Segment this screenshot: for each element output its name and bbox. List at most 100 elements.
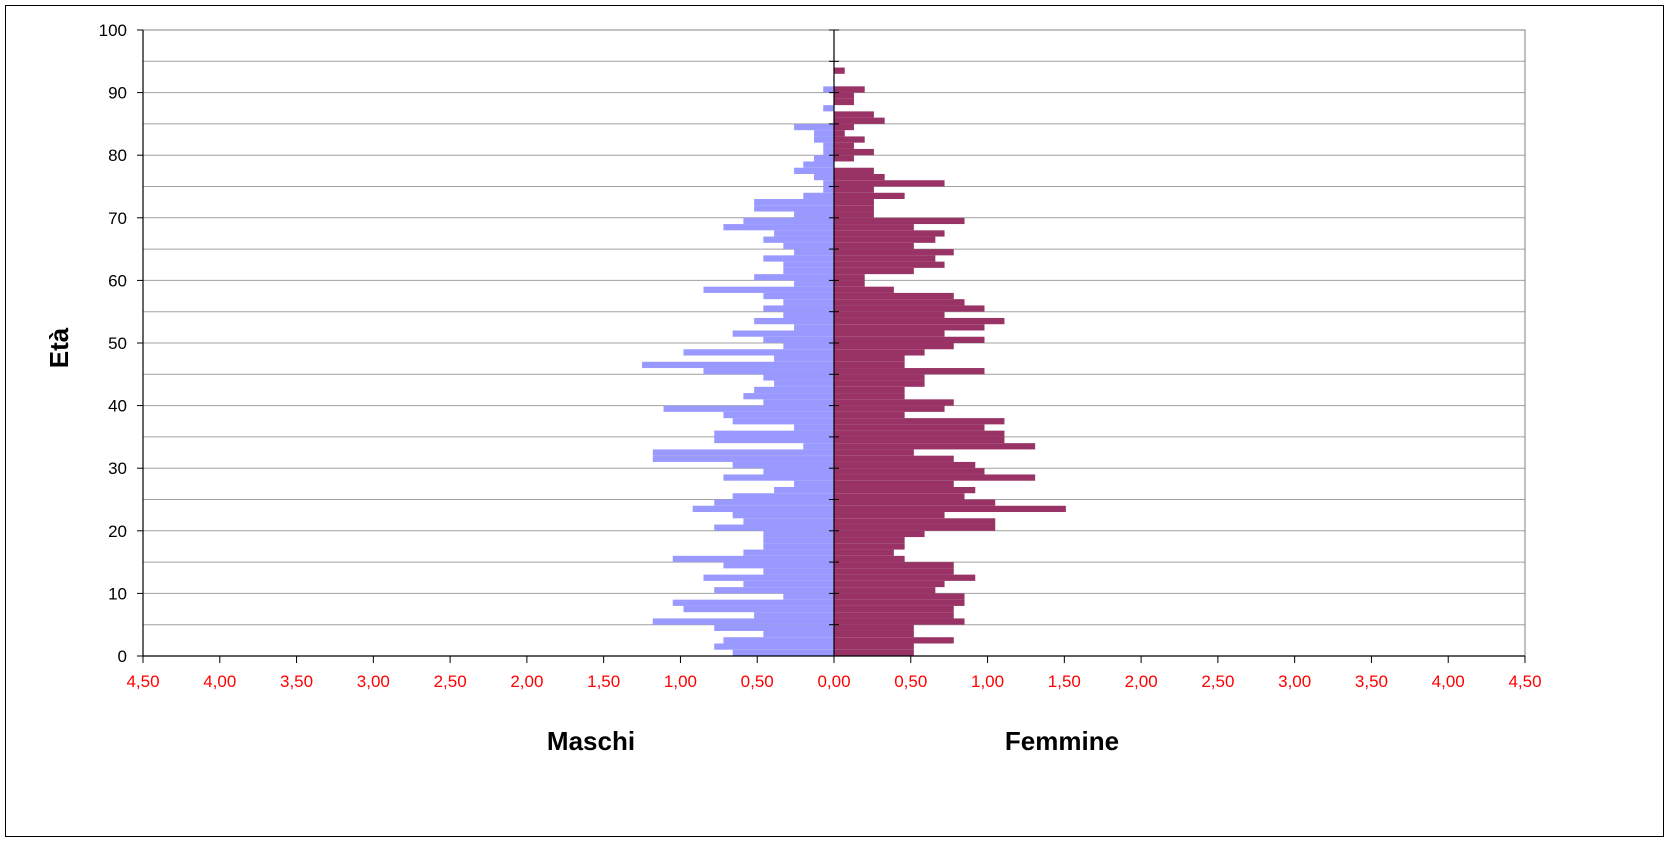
bar-femmine (834, 593, 965, 600)
bar-femmine (834, 537, 905, 544)
x-tick-label: 2,50 (1201, 672, 1234, 691)
bar-maschi (803, 443, 834, 450)
bar-femmine (834, 499, 996, 506)
bar-femmine (834, 411, 905, 419)
bar-femmine (834, 562, 954, 569)
bar-maschi (723, 562, 834, 569)
y-tick-label: 40 (108, 397, 127, 416)
bar-femmine (834, 167, 874, 174)
bar-maschi (814, 130, 834, 137)
x-tick-label: 2,00 (1125, 672, 1158, 691)
bar-femmine (834, 286, 894, 293)
bar-femmine (834, 255, 936, 262)
bar-femmine (834, 612, 954, 619)
bar-maschi (823, 186, 834, 193)
x-tick-label: 4,50 (126, 672, 159, 691)
bar-femmine (834, 230, 945, 237)
bar-maschi (783, 267, 834, 275)
bar-maschi (763, 399, 834, 406)
bar-femmine (834, 618, 965, 625)
bar-femmine (834, 555, 905, 563)
bar-femmine (834, 436, 1005, 444)
bar-femmine (834, 111, 874, 118)
bar-maschi (743, 518, 834, 525)
bar-femmine (834, 249, 954, 256)
y-tick-label: 0 (118, 647, 127, 666)
bar-femmine (834, 443, 1036, 450)
bar-maschi (723, 411, 834, 419)
bar-femmine (834, 155, 854, 162)
bar-maschi (783, 593, 834, 600)
bar-femmine (834, 418, 1005, 425)
y-tick-label: 60 (108, 271, 127, 290)
bar-maschi (723, 474, 834, 481)
x-tick-label: 4,00 (203, 672, 236, 691)
axes (137, 29, 1526, 663)
bar-femmine (834, 574, 976, 581)
bar-maschi (814, 155, 834, 162)
bar-femmine (834, 630, 914, 638)
bar-maschi (763, 468, 834, 475)
bar-femmine (834, 543, 905, 550)
bar-femmine (834, 530, 925, 538)
bar-femmine (834, 292, 954, 300)
x-tick-label: 1,00 (971, 672, 1004, 691)
bar-femmine (834, 205, 874, 212)
bar-femmine (834, 468, 985, 475)
bar-femmine (834, 336, 985, 343)
bar-femmine (834, 393, 905, 400)
bar-maschi (754, 317, 834, 325)
bar-femmine (834, 455, 954, 462)
y-tick-label: 30 (108, 459, 127, 478)
bar-maschi (763, 336, 834, 343)
bar-femmine (834, 317, 1005, 325)
bar-femmine (834, 512, 945, 519)
x-tick-label: 2,00 (510, 672, 543, 691)
bar-femmine (834, 148, 874, 156)
bar-maschi (652, 449, 834, 456)
bar-femmine (834, 67, 845, 74)
bar-femmine (834, 123, 854, 131)
x-tick-label: 0,50 (894, 672, 927, 691)
bar-maschi (714, 430, 834, 437)
bar-maschi (803, 192, 834, 200)
bar-femmine (834, 130, 845, 137)
bar-maschi (803, 161, 834, 168)
bar-femmine (834, 142, 854, 149)
bar-femmine (834, 299, 965, 306)
bar-maschi (794, 249, 834, 256)
bar-femmine (834, 86, 865, 93)
bar-maschi (794, 480, 834, 487)
bar-maschi (732, 493, 834, 500)
bar-maschi (754, 205, 834, 212)
bar-femmine (834, 280, 865, 287)
x-tick-label: 4,50 (1508, 672, 1541, 691)
bar-femmine (834, 330, 945, 337)
bar-femmine (834, 637, 954, 644)
y-tick-label: 70 (108, 209, 127, 228)
bar-maschi (683, 349, 834, 356)
bar-femmine (834, 324, 985, 331)
bar-femmine (834, 405, 945, 412)
bar-maschi (692, 505, 834, 513)
y-tick-label: 90 (108, 84, 127, 103)
bar-maschi (743, 549, 834, 556)
bar-maschi (763, 630, 834, 638)
bar-maschi (774, 355, 834, 362)
y-axis-title: Età (44, 327, 74, 368)
bar-femmine (834, 211, 874, 218)
bar-maschi (754, 612, 834, 619)
bar-femmine (834, 236, 936, 243)
x-tick-label: 2,50 (434, 672, 467, 691)
x-tick-label: 3,50 (280, 672, 313, 691)
bar-maschi (642, 361, 834, 369)
bar-femmine (834, 261, 945, 268)
bar-femmine (834, 430, 1005, 437)
bar-maschi (823, 142, 834, 149)
bar-femmine (834, 580, 945, 588)
bar-maschi (783, 343, 834, 350)
bar-maschi (763, 543, 834, 550)
bar-femmine (834, 305, 985, 312)
bar-femmine (834, 424, 985, 431)
bar-maschi (732, 512, 834, 519)
